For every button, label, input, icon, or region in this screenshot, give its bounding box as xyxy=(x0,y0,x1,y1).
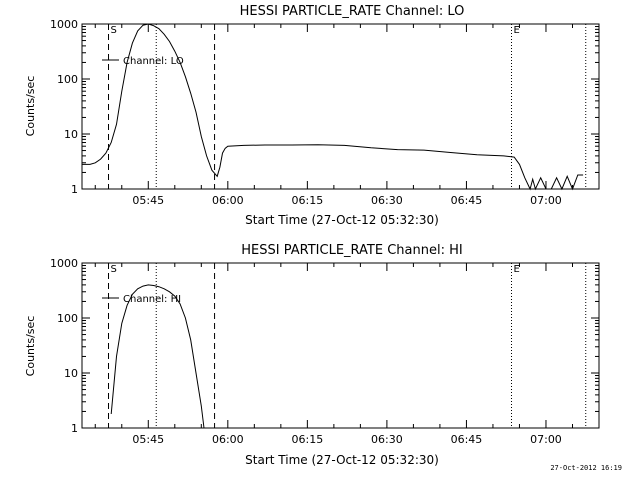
panel-lo-ytick-label-0: 1 xyxy=(71,183,78,196)
panel-hi-ytick-label-3: 1000 xyxy=(50,257,78,270)
panel-lo-xtick-label-3: 06:30 xyxy=(371,194,403,207)
footer-timestamp: 27-Oct-2012 16:19 xyxy=(550,464,622,472)
panel-hi-legend-label: Channel: HI xyxy=(123,294,181,305)
panel-lo-marker-label-0: S xyxy=(111,25,117,36)
panel-lo-ylabel: Counts/sec xyxy=(24,76,37,137)
panel-lo-legend: Channel: LO xyxy=(102,56,184,67)
panel-hi-xtick-label-0: 05:45 xyxy=(132,433,164,446)
panel-hi-xtick-label-4: 06:45 xyxy=(451,433,483,446)
panel-lo-xtick-label-1: 06:00 xyxy=(212,194,244,207)
panel-hi-ytick-label-1: 10 xyxy=(64,367,78,380)
panel-lo-xlabel: Start Time (27-Oct-12 05:32:30) xyxy=(245,213,439,227)
panel-hi-title: HESSI PARTICLE_RATE Channel: HI xyxy=(241,243,462,258)
panel-lo-xtick-label-0: 05:45 xyxy=(132,194,164,207)
panel-hi-frame xyxy=(81,262,600,429)
panel-hi-xtick-label-1: 06:00 xyxy=(212,433,244,446)
panel-hi-ylabel: Counts/sec xyxy=(24,316,37,377)
panel-lo-ytick-label-3: 1000 xyxy=(50,18,78,31)
panel-hi-legend: Channel: HI xyxy=(102,294,181,305)
panel-hi-xticks: 05:45 06:00 06:15 06:30 06:45 07:00 xyxy=(94,263,600,446)
panel-lo-frame xyxy=(81,23,600,190)
panel-hi-xtick-label-5: 07:00 xyxy=(530,433,562,446)
panel-lo-series-line xyxy=(82,23,584,191)
panel-hi-marker-label-3: E xyxy=(514,264,520,275)
panel-hi-ytick-label-2: 100 xyxy=(57,312,78,325)
panel-lo-xtick-label-2: 06:15 xyxy=(292,194,324,207)
panel-hi-xtick-label-2: 06:15 xyxy=(292,433,324,446)
panel-lo-legend-label: Channel: LO xyxy=(123,56,184,67)
panel-hi-series-line xyxy=(110,284,205,429)
panel-hi-ytick-label-0: 1 xyxy=(71,422,78,435)
panel-lo-xtick-label-5: 07:00 xyxy=(530,194,562,207)
panel-hi-yticks: 1 10 100 1000 xyxy=(50,257,599,435)
panel-hi-marker-label-0: S xyxy=(111,264,117,275)
panel-lo-xticks: 05:45 06:00 06:15 06:30 06:45 07:00 xyxy=(94,24,600,207)
panel-lo-ytick-label-1: 10 xyxy=(64,128,78,141)
panel-lo-marker-label-3: E xyxy=(514,25,520,36)
panel-hi-xtick-label-3: 06:30 xyxy=(371,433,403,446)
panel-lo-ytick-label-2: 100 xyxy=(57,73,78,86)
panel-hi-xlabel: Start Time (27-Oct-12 05:32:30) xyxy=(245,453,439,467)
panel-lo-title: HESSI PARTICLE_RATE Channel: LO xyxy=(240,4,465,19)
panel-lo-xtick-label-4: 06:45 xyxy=(451,194,483,207)
panel-lo-yticks: 1 10 100 1000 xyxy=(50,18,599,196)
